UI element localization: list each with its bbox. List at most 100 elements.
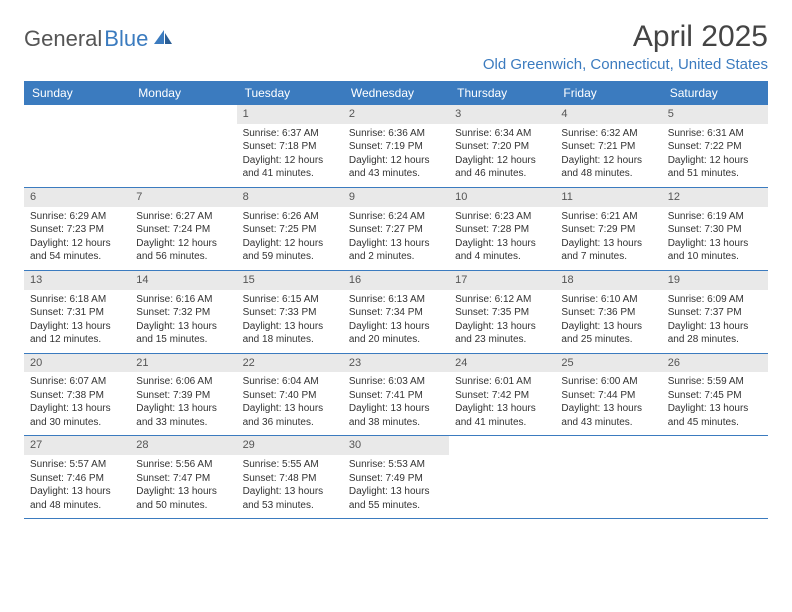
sunset-text: Sunset: 7:27 PM [349,223,443,237]
sunrise-text: Sunrise: 6:09 AM [668,293,762,307]
sunset-text: Sunset: 7:38 PM [30,389,124,403]
sunset-text: Sunset: 7:40 PM [243,389,337,403]
sunset-text: Sunset: 7:35 PM [455,306,549,320]
sunset-text: Sunset: 7:21 PM [561,140,655,154]
daylight-text: Daylight: 13 hours and 28 minutes. [668,320,762,347]
sunset-text: Sunset: 7:34 PM [349,306,443,320]
daylight-text: Daylight: 12 hours and 59 minutes. [243,237,337,264]
daylight-text: Daylight: 13 hours and 15 minutes. [136,320,230,347]
day-cell: 16 Sunrise: 6:13 AMSunset: 7:34 PMDayligh… [343,271,449,353]
sunrise-text: Sunrise: 6:00 AM [561,375,655,389]
sunrise-text: Sunrise: 6:21 AM [561,210,655,224]
sunrise-text: Sunrise: 5:57 AM [30,458,124,472]
calendar-grid: Sunday Monday Tuesday Wednesday Thursday… [24,81,768,519]
sunset-text: Sunset: 7:49 PM [349,472,443,486]
sunrise-text: Sunrise: 6:36 AM [349,127,443,141]
day-cell: 4Sunrise: 6:32 AMSunset: 7:21 PMDaylight… [555,105,661,187]
day-number: 3 [449,105,555,124]
sunset-text: Sunset: 7:44 PM [561,389,655,403]
daylight-text: Daylight: 12 hours and 51 minutes. [668,154,762,181]
day-number: 18 [555,271,661,290]
daylight-text: Daylight: 13 hours and 30 minutes. [30,402,124,429]
day-number: 22 [237,354,343,373]
sunrise-text: Sunrise: 6:27 AM [136,210,230,224]
sunset-text: Sunset: 7:18 PM [243,140,337,154]
sunrise-text: Sunrise: 6:31 AM [668,127,762,141]
sunrise-text: Sunrise: 6:03 AM [349,375,443,389]
day-number: 19 [662,271,768,290]
week-row: 13Sunrise: 6:18 AMSunset: 7:31 PMDayligh… [24,271,768,354]
daylight-text: Daylight: 13 hours and 20 minutes. [349,320,443,347]
sunset-text: Sunset: 7:45 PM [668,389,762,403]
sunrise-text: Sunrise: 6:29 AM [30,210,124,224]
day-number: 14 [130,271,236,290]
day-number: 27 [24,436,130,455]
daylight-text: Daylight: 13 hours and 2 minutes. [349,237,443,264]
daylight-text: Daylight: 12 hours and 54 minutes. [30,237,124,264]
day-number: 1 [237,105,343,124]
day-cell: 24Sunrise: 6:01 AMSunset: 7:42 PMDayligh… [449,354,555,436]
sunrise-text: Sunrise: 6:13 AM [349,293,443,307]
day-number: 20 [24,354,130,373]
daylight-text: Daylight: 12 hours and 43 minutes. [349,154,443,181]
day-number: 16 [343,271,449,290]
day-cell: 11Sunrise: 6:21 AMSunset: 7:29 PMDayligh… [555,188,661,270]
day-cell: 15Sunrise: 6:15 AMSunset: 7:33 PMDayligh… [237,271,343,353]
sunset-text: Sunset: 7:42 PM [455,389,549,403]
sunrise-text: Sunrise: 6:15 AM [243,293,337,307]
sunset-text: Sunset: 7:47 PM [136,472,230,486]
day-cell: 30Sunrise: 5:53 AMSunset: 7:49 PMDayligh… [343,436,449,518]
sunrise-text: Sunrise: 5:59 AM [668,375,762,389]
sunrise-text: Sunrise: 6:16 AM [136,293,230,307]
day-cell: 23Sunrise: 6:03 AMSunset: 7:41 PMDayligh… [343,354,449,436]
day-cell: 22Sunrise: 6:04 AMSunset: 7:40 PMDayligh… [237,354,343,436]
day-cell: 1 Sunrise: 6:37 AMSunset: 7:18 PMDaylight… [237,105,343,187]
sunrise-text: Sunrise: 6:19 AM [668,210,762,224]
day-number: 17 [449,271,555,290]
daylight-text: Daylight: 13 hours and 36 minutes. [243,402,337,429]
daylight-text: Daylight: 13 hours and 4 minutes. [455,237,549,264]
daylight-text: Daylight: 12 hours and 41 minutes. [243,154,337,181]
sunrise-text: Sunrise: 5:53 AM [349,458,443,472]
sunset-text: Sunset: 7:39 PM [136,389,230,403]
day-cell: 7Sunrise: 6:27 AMSunset: 7:24 PMDaylight… [130,188,236,270]
sunrise-text: Sunrise: 5:55 AM [243,458,337,472]
daylight-text: Daylight: 13 hours and 7 minutes. [561,237,655,264]
week-row: 20Sunrise: 6:07 AMSunset: 7:38 PMDayligh… [24,354,768,437]
day-number: 28 [130,436,236,455]
sunset-text: Sunset: 7:22 PM [668,140,762,154]
brand-part1: General [24,26,102,52]
day-number: 21 [130,354,236,373]
sunset-text: Sunset: 7:28 PM [455,223,549,237]
day-cell: . [662,436,768,518]
dayhead-tuesday: Tuesday [237,81,343,105]
week-row: 27Sunrise: 5:57 AMSunset: 7:46 PMDayligh… [24,436,768,519]
sunrise-text: Sunrise: 6:23 AM [455,210,549,224]
day-number: 25 [555,354,661,373]
sunset-text: Sunset: 7:20 PM [455,140,549,154]
daylight-text: Daylight: 13 hours and 53 minutes. [243,485,337,512]
day-cell: 20 Sunrise: 6:07 AMSunset: 7:38 PMDayligh… [24,354,130,436]
day-cell: 8Sunrise: 6:26 AMSunset: 7:25 PMDaylight… [237,188,343,270]
day-cell: 17Sunrise: 6:12 AMSunset: 7:35 PMDayligh… [449,271,555,353]
sunset-text: Sunset: 7:41 PM [349,389,443,403]
dayhead-sunday: Sunday [24,81,130,105]
day-number: 13 [24,271,130,290]
sunset-text: Sunset: 7:25 PM [243,223,337,237]
sunrise-text: Sunrise: 6:07 AM [30,375,124,389]
sunrise-text: Sunrise: 6:06 AM [136,375,230,389]
location-text: Old Greenwich, Connecticut, United State… [483,56,768,73]
day-number: 15 [237,271,343,290]
daylight-text: Daylight: 13 hours and 41 minutes. [455,402,549,429]
day-number: 8 [237,188,343,207]
sunrise-text: Sunrise: 6:37 AM [243,127,337,141]
daylight-text: Daylight: 13 hours and 43 minutes. [561,402,655,429]
title-block: April 2025 Old Greenwich, Connecticut, U… [483,20,768,73]
brand-part2: Blue [104,26,148,52]
dayhead-thursday: Thursday [449,81,555,105]
day-number: 4 [555,105,661,124]
sunset-text: Sunset: 7:33 PM [243,306,337,320]
sunrise-text: Sunrise: 6:10 AM [561,293,655,307]
week-row: 6Sunrise: 6:29 AMSunset: 7:23 PMDaylight… [24,188,768,271]
day-cell: 19Sunrise: 6:09 AMSunset: 7:37 PMDayligh… [662,271,768,353]
